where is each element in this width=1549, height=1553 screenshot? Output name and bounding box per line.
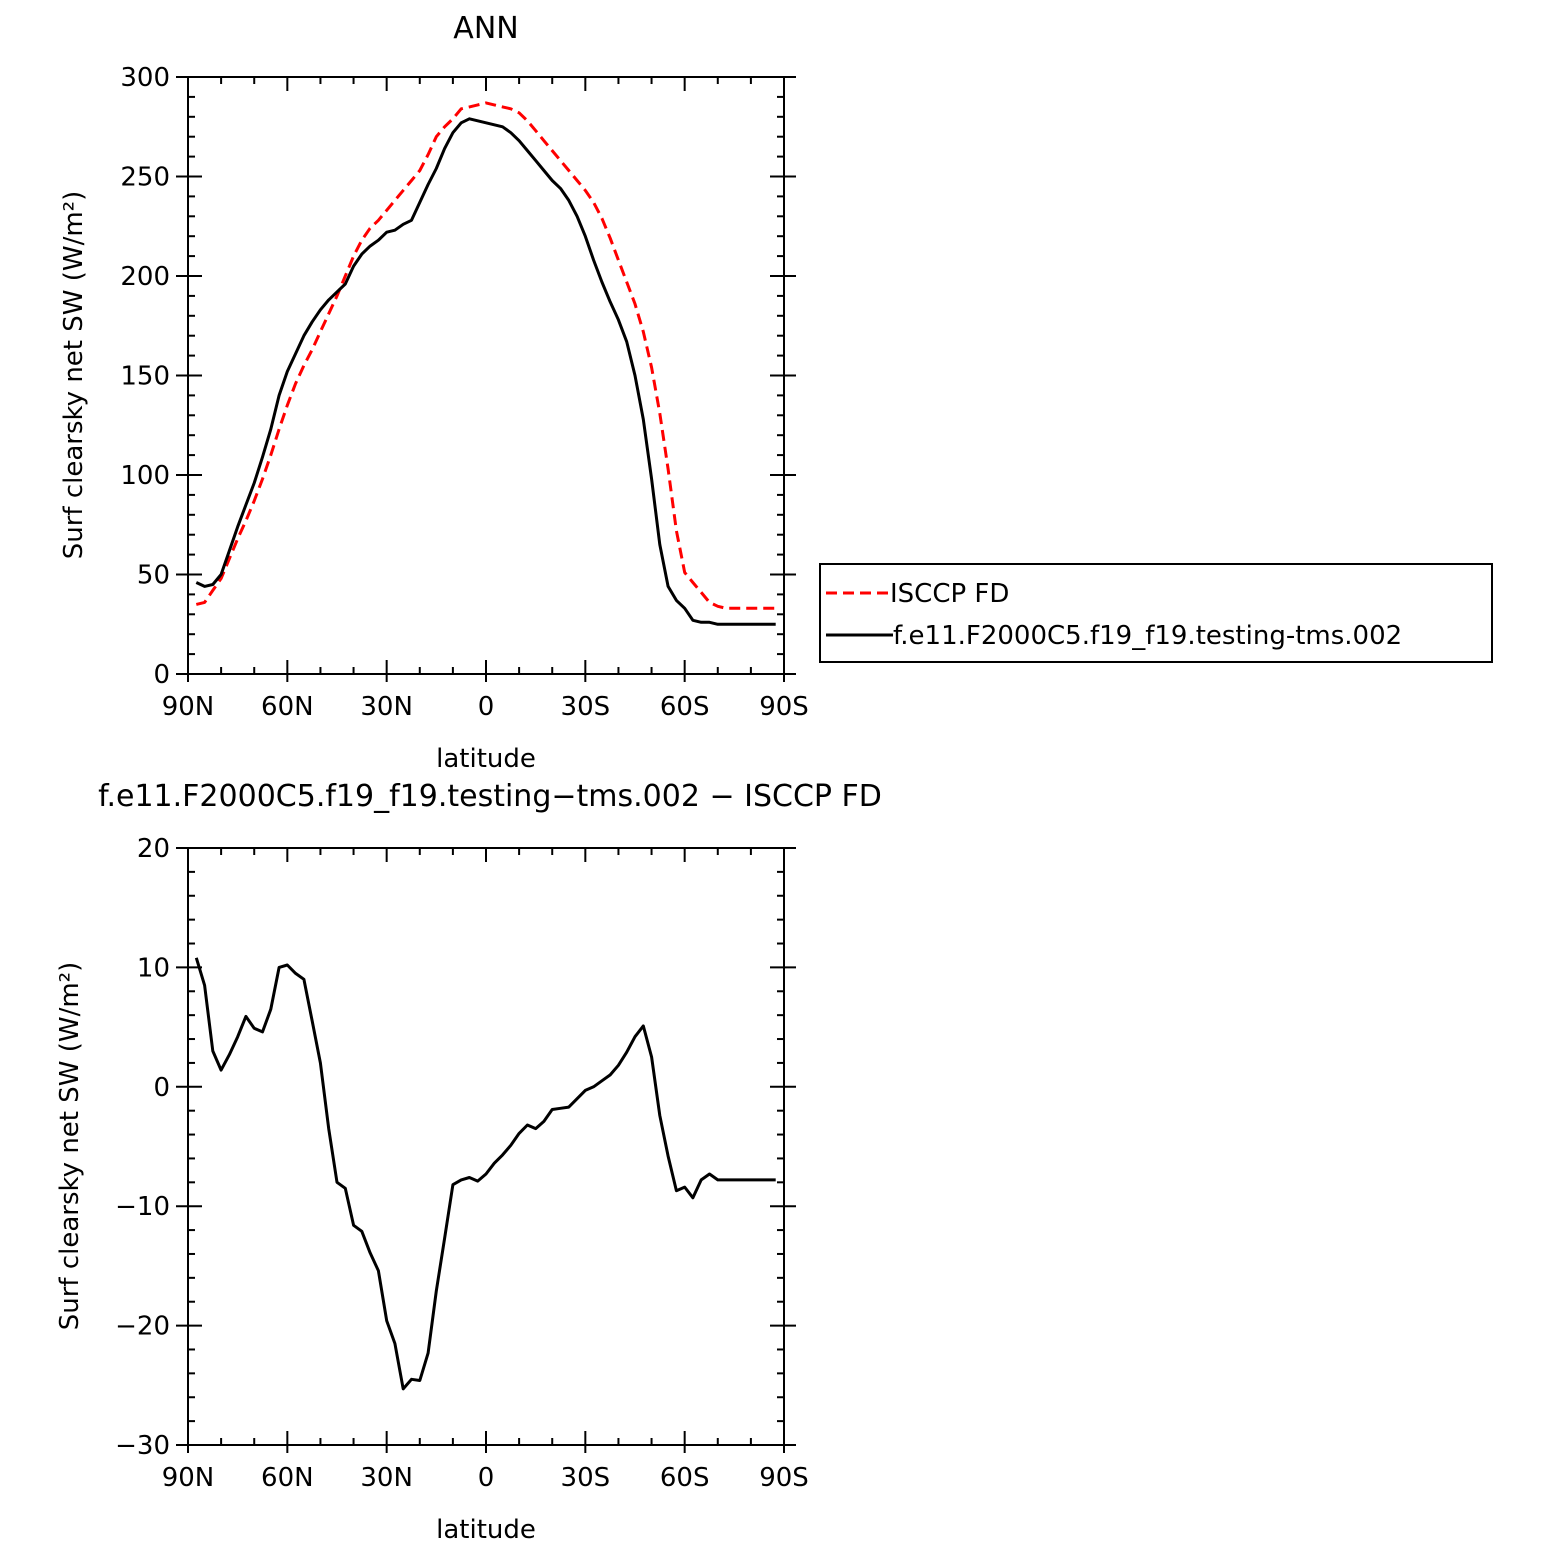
bottom-y-tick-label: −30 [115, 1431, 170, 1461]
top-y-tick-label: 100 [120, 461, 170, 491]
bottom-panel: f.e11.F2000C5.f19_f19.testing−tms.002 − … [55, 779, 882, 1545]
top-y-tick-label: 0 [153, 660, 170, 690]
top-x-tick-label: 30N [360, 692, 413, 722]
top-y-tick-label: 150 [120, 362, 170, 392]
bottom-y-tick-label: −10 [115, 1192, 170, 1222]
bottom-y-tick-label: 10 [137, 953, 170, 983]
legend: ISCCP FD f.e11.F2000C5.f19_f19.testing-t… [819, 563, 1493, 663]
legend-label-isccp: ISCCP FD [890, 579, 1009, 609]
bottom-axis-ticks: 90N 60N 30N 0 30S 60S 90S −30 −20 −10 0 10 20 [115, 834, 809, 1493]
top-panel: ANN 90N 60N 30N 0 30S 60S 90S 0 50 100 150 200 250 30… [59, 11, 809, 774]
bottom-plot-frame [187, 847, 785, 1446]
top-chart-title: ANN [453, 11, 518, 46]
bottom-chart-marks [194, 957, 776, 1391]
bottom-x-tick-label: 30N [360, 1463, 413, 1493]
bottom-x-tick-label: 60N [261, 1463, 314, 1493]
bottom-x-tick-label: 60S [660, 1463, 710, 1493]
bottom-y-axis-label: Surf clearsky net SW (W/m²) [55, 962, 85, 1330]
bottom-x-tick-label: 0 [478, 1463, 495, 1493]
top-x-tick-label: 0 [478, 692, 495, 722]
top-chart-marks [195, 101, 776, 626]
top-y-axis-label: Surf clearsky net SW (W/m²) [59, 191, 89, 559]
bottom-y-tick-label: 20 [137, 834, 170, 864]
top-x-tick-label: 30S [561, 692, 611, 722]
bottom-x-tick-label: 90N [162, 1463, 215, 1493]
top-series-line-1 [195, 117, 776, 626]
legend-box [819, 563, 1493, 663]
bottom-y-tick-label: −20 [115, 1312, 170, 1342]
top-x-tick-label: 60N [261, 692, 314, 722]
bottom-chart-title: f.e11.F2000C5.f19_f19.testing−tms.002 − … [98, 779, 882, 814]
top-axis-ticks: 90N 60N 30N 0 30S 60S 90S 0 50 100 150 200 250 300 [120, 63, 808, 722]
top-x-axis-label: latitude [436, 744, 536, 774]
top-x-tick-label: 90S [759, 692, 809, 722]
bottom-y-tick-label: 0 [153, 1073, 170, 1103]
top-y-tick-label: 250 [120, 163, 170, 193]
bottom-x-axis-label: latitude [436, 1515, 536, 1545]
top-y-tick-label: 50 [137, 561, 170, 591]
legend-label-model: f.e11.F2000C5.f19_f19.testing-tms.002 [893, 621, 1402, 651]
bottom-x-tick-label: 90S [759, 1463, 809, 1493]
top-series-line-0 [195, 101, 776, 610]
bottom-series-line-0 [194, 957, 776, 1391]
top-y-tick-label: 300 [120, 63, 170, 93]
top-x-tick-label: 60S [660, 692, 710, 722]
top-y-tick-label: 200 [120, 262, 170, 292]
bottom-x-tick-label: 30S [561, 1463, 611, 1493]
top-x-tick-label: 90N [162, 692, 215, 722]
